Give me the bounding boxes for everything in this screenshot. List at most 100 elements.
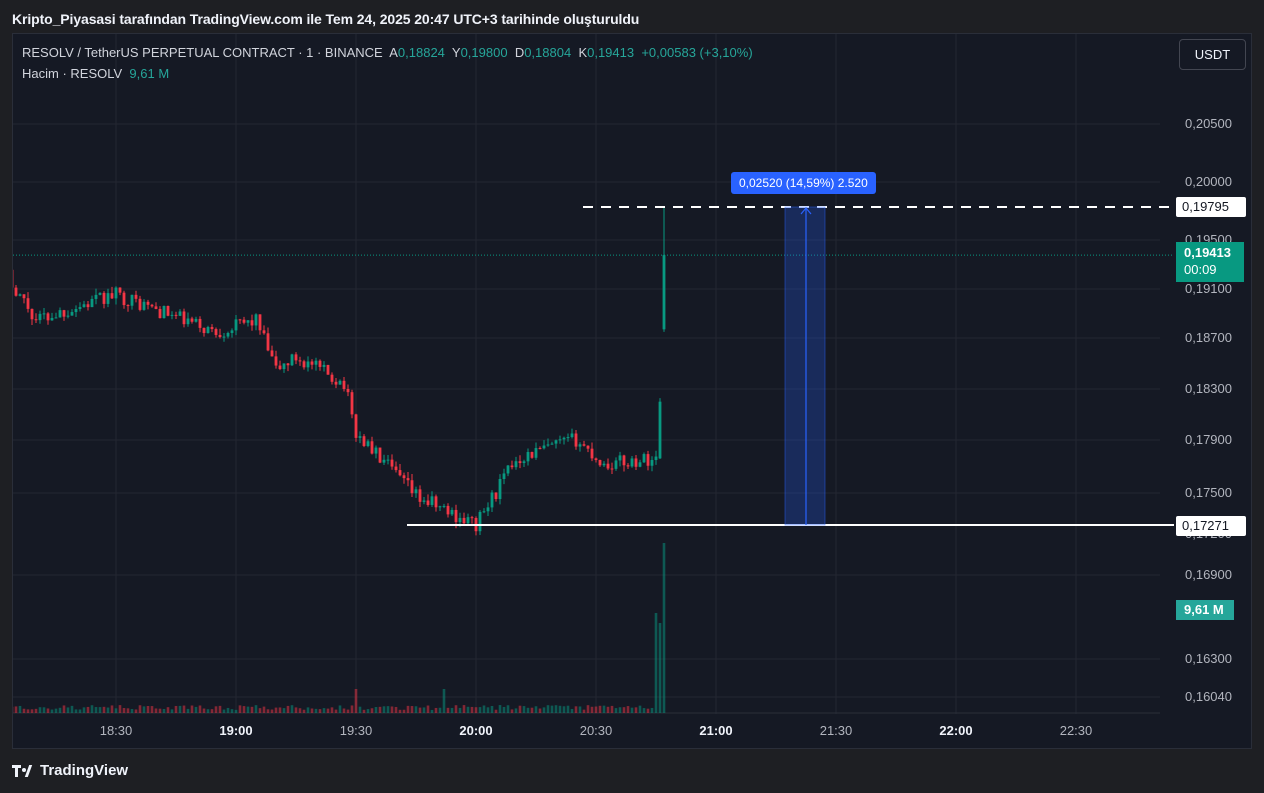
volume-bar [158,708,162,713]
time-tick-label: 20:30 [579,723,613,738]
measure-box [784,206,826,526]
volume-bar [250,706,254,713]
volume-bar [614,708,618,713]
candle-body [426,500,430,505]
candle-body [522,461,526,464]
volume-bar [538,708,542,713]
volume-bar [458,707,462,713]
candle-body [546,444,550,446]
volume-bar [618,707,622,713]
high-key: Y [451,45,461,60]
candle-body [562,437,566,440]
volume-bar [474,707,478,713]
chart-attribution: Kripto_Piyasasi tarafından TradingView.c… [12,11,640,27]
volume-bar [522,706,526,713]
candle-body [650,460,654,466]
volume-bar [86,706,90,713]
volume-bar [102,706,106,713]
volume-bar [142,706,146,713]
candle-body [250,320,254,326]
candle-body [342,380,346,389]
candle-body [146,301,150,305]
volume-bar [570,708,574,713]
volume-label[interactable]: Hacim · RESOLV [22,66,123,81]
candle-body [70,312,74,316]
volume-bar [62,705,66,713]
candle-body [50,317,54,321]
volume-bar [578,706,582,713]
volume-bar [386,706,390,713]
volume-bar [286,705,290,713]
candle-body [606,463,610,469]
candle-body [390,459,394,467]
volume-bar [550,705,554,713]
volume-bar [50,709,54,713]
open-key: A [389,45,398,60]
candle-body [490,492,494,508]
volume-bar [662,543,666,713]
volume-bar [146,705,150,713]
volume-bar [598,705,602,713]
candle-body [578,444,582,447]
candle-body [470,517,474,519]
candle-body [642,454,646,463]
chart-frame[interactable] [12,33,1252,749]
measure-label[interactable]: 0,02520 (14,59%) 2.520 [731,172,876,194]
volume-bar [438,707,442,713]
candle-body [30,308,34,320]
volume-bar [630,707,634,713]
price-tick-label: 0,16900 [1185,567,1232,582]
volume-bar [518,705,522,713]
volume-bar [526,707,530,713]
volume-bar [14,706,18,713]
candle-body [602,463,606,466]
price-chart[interactable] [13,34,1251,748]
candle-body [262,330,266,334]
volume-bar [198,705,202,713]
volume-bar [378,706,382,713]
candle-body [150,304,154,307]
candle-body [362,436,366,446]
candle-body [434,496,438,508]
candle-body [654,456,658,461]
open-value: 0,18824 [397,45,445,60]
candle-body [370,441,374,454]
volume-bar [426,705,430,713]
candle-body [462,517,466,524]
volume-bar [558,705,562,713]
candle-body [294,354,298,361]
candle-body [126,305,130,307]
candle-body [502,473,506,479]
candle-body [614,460,618,469]
candle-body [406,478,410,481]
candle-body [298,360,302,362]
candle-body [534,448,538,458]
candle-body [142,301,146,310]
candle-body [134,294,138,299]
volume-bar [350,705,354,713]
candle-body [350,392,354,415]
candle-body [386,459,390,461]
candle-body [174,314,178,316]
volume-bar [394,706,398,713]
volume-bar [258,708,262,713]
volume-bar [278,707,282,713]
volume-bar [610,705,614,713]
volume-bar [298,708,302,713]
volume-bar [266,709,270,713]
candle-body [322,364,326,367]
volume-bar [314,708,318,713]
candle-body [410,480,414,494]
volume-bar [114,708,118,713]
volume-bar [302,709,306,713]
candle-body [154,306,158,309]
candle-body [82,304,86,308]
volume-legend: Hacim · RESOLV 9,61 M [22,66,169,81]
candle-body [594,458,598,461]
volume-bar [282,708,286,713]
volume-bar [362,709,366,713]
currency-button[interactable]: USDT [1179,39,1246,70]
candle-body [110,293,114,299]
tradingview-logo[interactable]: TradingView [12,762,128,779]
symbol-title[interactable]: RESOLV / TetherUS PERPETUAL CONTRACT · 1… [22,45,383,60]
